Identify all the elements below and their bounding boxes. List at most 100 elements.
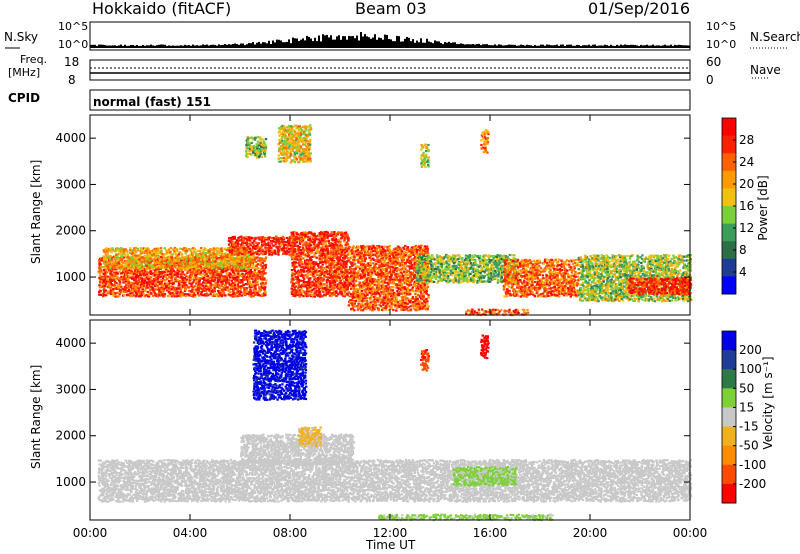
nsky-bar [402, 41, 404, 48]
nsky-bar [548, 45, 550, 48]
heatmap-cell [105, 267, 107, 269]
nsky-bar [286, 42, 288, 48]
nsky-bars [90, 32, 690, 48]
nsky-bar [268, 41, 270, 48]
nsky-bar [610, 45, 612, 48]
nsky-bar [504, 45, 506, 48]
heatmap-cell [214, 279, 216, 281]
nsky-bar [508, 45, 510, 48]
nsky-bar [560, 45, 562, 48]
nsky-bar [160, 45, 162, 49]
nsky-bar [232, 44, 234, 48]
nsky-bar [670, 45, 672, 48]
nsky-bar [406, 37, 408, 48]
nsky-bar [200, 45, 202, 48]
nsky-bar [622, 45, 624, 48]
nsky-bar [524, 46, 526, 48]
heatmap-cell [134, 269, 136, 271]
heatmap-cell [135, 292, 137, 294]
nsky-bar [682, 45, 684, 48]
heatmap-cell [177, 276, 179, 278]
nsky-bar [652, 45, 654, 48]
heatmap-cell [256, 256, 258, 258]
heatmap-cell [118, 295, 120, 297]
heatmap-cell [110, 283, 112, 285]
heatmap-cell [109, 267, 111, 269]
nsky-bar [626, 45, 628, 48]
heatmap-cell [143, 282, 145, 284]
nsky-bar [356, 36, 358, 49]
nsky-bar [442, 44, 444, 48]
nsky-bar [648, 46, 650, 48]
nsky-bar [684, 45, 686, 48]
nsky-bar [154, 46, 156, 48]
heatmap-cell [106, 265, 108, 267]
heatmap-cell [112, 293, 114, 295]
heatmap-cell [193, 291, 195, 293]
nsky-bar [178, 46, 180, 48]
nsky-bar [462, 44, 464, 48]
nsky-bar [182, 46, 184, 48]
nsky-bar [484, 44, 486, 48]
heatmap-cell [139, 269, 141, 271]
heatmap-cell [188, 282, 190, 284]
heatmap-cell [217, 290, 219, 292]
heatmap-cell [246, 287, 248, 289]
heatmap-cell [265, 266, 267, 268]
heatmap-cell [105, 282, 107, 284]
nsky-bar [516, 46, 518, 48]
nsky-bar [290, 43, 292, 48]
nsky-bar [528, 45, 530, 48]
heatmap-cell [230, 294, 232, 296]
heatmap-cell [177, 272, 179, 274]
nsky-bar [302, 38, 304, 48]
nsky-bar [364, 34, 366, 48]
heatmap-cell [262, 275, 264, 277]
heatmap-cell [158, 287, 160, 289]
nsky-bar [606, 45, 608, 48]
heatmap-cell [117, 256, 119, 258]
nsky-bar [390, 39, 392, 48]
heatmap-cell [228, 282, 230, 284]
heatmap-cell [123, 269, 125, 271]
nsky-bar [612, 46, 614, 48]
nsky-bar [506, 45, 508, 48]
heatmap-cell [126, 250, 128, 252]
heatmap-cell [173, 295, 175, 297]
nsky-bar [554, 45, 556, 48]
nsky-bar [676, 45, 678, 48]
nsky-bar [566, 45, 568, 48]
nsky-bar [156, 45, 158, 48]
nsky-bar [416, 41, 418, 48]
nsky-bar [578, 45, 580, 48]
nsky-bar [126, 46, 128, 48]
nsky-bar [608, 46, 610, 48]
heatmap-cell [256, 281, 258, 283]
nsky-bar [172, 46, 174, 49]
heatmap-cell [150, 270, 152, 272]
heatmap-cell [262, 262, 264, 264]
nsky-bar [300, 40, 302, 48]
nsky-bar [672, 46, 674, 48]
nsky-bar [92, 45, 94, 48]
heatmap-cell [123, 253, 125, 255]
heatmap-cell [167, 295, 169, 297]
nsky-bar [596, 46, 598, 48]
nsky-bar [198, 46, 200, 48]
nsky-bar [550, 45, 552, 48]
nsky-bar [522, 45, 524, 48]
heatmap-cell [120, 264, 122, 266]
nsky-bar [658, 45, 660, 48]
heatmap-cell [181, 276, 183, 278]
nsky-bar [326, 35, 328, 48]
nsky-bar [100, 45, 102, 48]
nsky-bar [236, 44, 238, 48]
nsky-bar [372, 38, 374, 49]
nsky-bar [318, 36, 320, 49]
nsky-bar [642, 45, 644, 48]
heatmap-cell [203, 287, 205, 289]
heatmap-cell [112, 288, 114, 290]
nsky-bar [112, 45, 114, 48]
nsky-bar [142, 45, 144, 48]
nsky-bar [572, 46, 574, 48]
